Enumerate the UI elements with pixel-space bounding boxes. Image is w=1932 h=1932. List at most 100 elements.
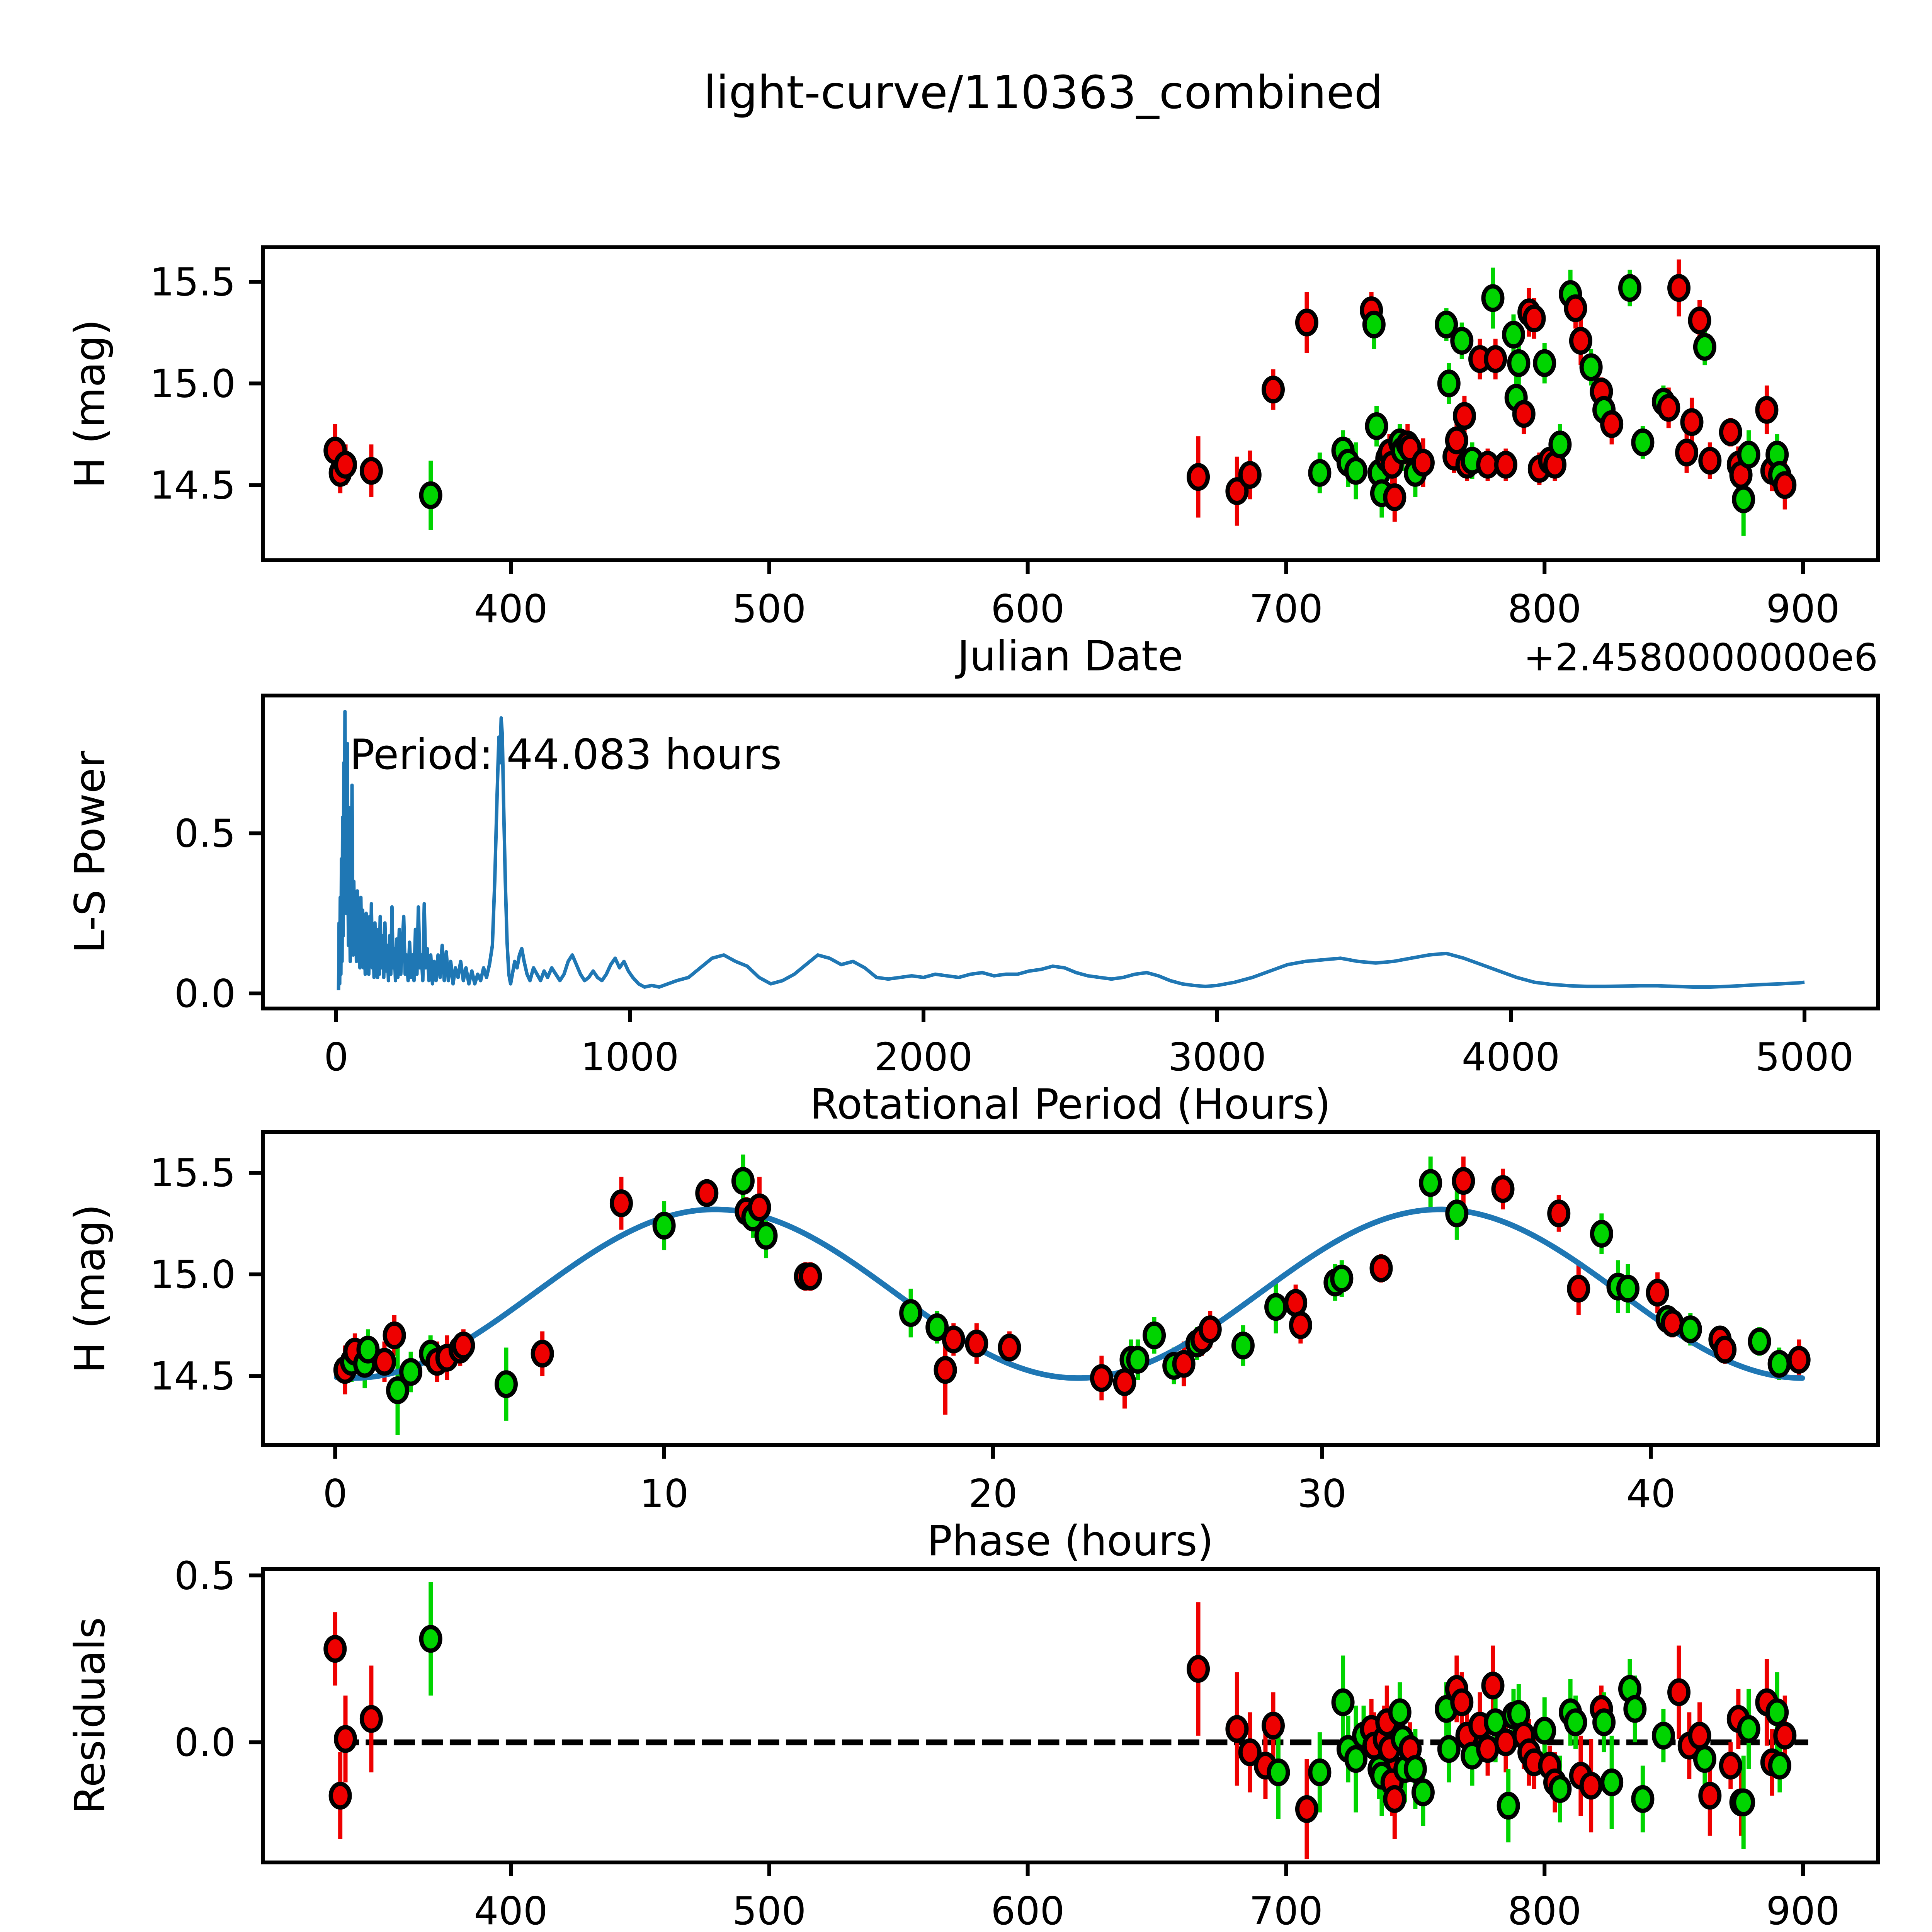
x-tick-label: 5000 (1755, 1034, 1854, 1080)
y-axis-label: H (mag) (66, 319, 114, 488)
data-point (1383, 483, 1406, 511)
x-tick-label: 0 (323, 1471, 347, 1516)
periodogram-line (337, 709, 1805, 990)
x-tick-label: 500 (732, 586, 806, 631)
panel-periodogram: 0 1000 2000 3000 4000 5000 0.0 0.5 Rotational Pe… (66, 694, 1880, 1129)
data-point (1445, 426, 1468, 454)
data-point (731, 1167, 755, 1195)
x-tick-label: 500 (732, 1888, 806, 1932)
data-point (1564, 294, 1587, 322)
x-tick-label: 700 (1249, 586, 1323, 631)
data-point (359, 457, 383, 485)
data-point (1773, 1721, 1797, 1750)
data-point (1369, 1254, 1393, 1282)
data-point (1262, 376, 1285, 404)
data-point (328, 1782, 352, 1810)
data-point (1435, 310, 1458, 338)
data-point (334, 451, 357, 479)
x-tick-label: 800 (1508, 586, 1582, 631)
data-point (1383, 1785, 1406, 1813)
x-axis-label: Rotational Period (Hours) (810, 1080, 1331, 1129)
data-point (1631, 1785, 1655, 1813)
data-point (1502, 321, 1525, 349)
data-point (1308, 1758, 1332, 1786)
data-point (1172, 1350, 1196, 1378)
x-tick-label: 3000 (1168, 1034, 1267, 1080)
x-tick-label: 800 (1508, 1888, 1582, 1932)
data-point (1618, 274, 1641, 302)
data-point (1713, 1335, 1737, 1364)
data-point (652, 1211, 676, 1240)
data-point (1512, 400, 1536, 428)
data-point (1688, 1721, 1711, 1750)
x-tick-label: 40 (1626, 1471, 1675, 1516)
y-axis-label: Residuals (66, 1617, 114, 1814)
data-point (1533, 349, 1556, 377)
x-tick-label: 0 (324, 1034, 349, 1080)
data-point (1295, 308, 1318, 337)
data-point (1295, 1795, 1318, 1823)
data-markers (323, 274, 1797, 514)
data-point (1616, 1275, 1639, 1303)
data-point (452, 1332, 475, 1360)
x-tick-label: 700 (1249, 1888, 1323, 1932)
data-point (1238, 1738, 1262, 1767)
data-point (1719, 1752, 1742, 1780)
data-point (1231, 1332, 1255, 1360)
data-point (1748, 1327, 1771, 1355)
data-point (1452, 1167, 1475, 1195)
data-point (419, 481, 442, 509)
y-tick-label: 0.0 (174, 971, 236, 1016)
data-point (942, 1325, 965, 1354)
data-point (1667, 274, 1691, 302)
data-point (419, 1625, 442, 1653)
data-point (1484, 345, 1507, 373)
data-point (1579, 1772, 1603, 1800)
y-axis-label: L-S Power (66, 750, 114, 953)
figure-title: light-curve/110363_combined (704, 66, 1383, 119)
data-point (1113, 1368, 1136, 1396)
x-tick-label: 600 (991, 586, 1065, 631)
data-markers (333, 1167, 1811, 1404)
data-point (323, 1635, 347, 1663)
data-point (695, 1179, 719, 1207)
data-point (372, 1348, 396, 1376)
data-point (1308, 459, 1332, 487)
y-tick-label: 0.5 (174, 1553, 236, 1598)
x-tick-label: 20 (968, 1471, 1017, 1516)
data-point (899, 1299, 923, 1327)
data-point (1732, 1788, 1755, 1816)
data-point (609, 1189, 633, 1218)
data-point (1564, 1708, 1587, 1736)
data-point (1267, 1758, 1290, 1786)
data-point (1225, 477, 1249, 505)
data-point (494, 1370, 518, 1398)
data-point (1187, 463, 1210, 491)
data-point (356, 1335, 380, 1364)
data-point (334, 1725, 357, 1753)
axes-frame (261, 694, 1880, 1010)
data-point (1403, 1755, 1427, 1783)
data-point (1693, 333, 1716, 361)
data-point (1698, 1782, 1722, 1810)
y-tick-label: 15.0 (150, 1252, 236, 1297)
data-point (1143, 1321, 1166, 1349)
x-axis-label: Julian Date (955, 632, 1184, 680)
y-tick-label: 15.5 (150, 1150, 236, 1196)
data-point (1631, 428, 1655, 456)
data-point (1262, 1711, 1285, 1740)
y-tick-label: 0.0 (174, 1720, 236, 1765)
data-point (1646, 1279, 1669, 1307)
data-point (1126, 1346, 1150, 1374)
data-point (1688, 306, 1711, 335)
data-point (1768, 1752, 1791, 1780)
data-point (1365, 412, 1388, 440)
data-point (386, 1376, 410, 1404)
data-point (1679, 1315, 1702, 1344)
data-point (1344, 1745, 1368, 1773)
data-point (1437, 369, 1461, 398)
data-point (1773, 471, 1797, 499)
x-tick-label: 400 (474, 1888, 548, 1932)
data-point (1755, 396, 1779, 424)
